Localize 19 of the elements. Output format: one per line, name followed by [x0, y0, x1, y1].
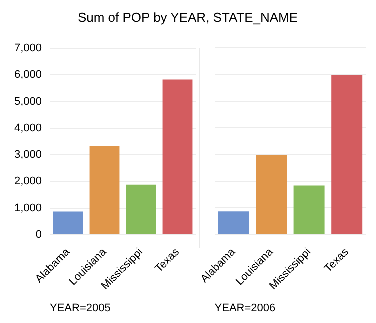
y-tick-label: 1,000: [14, 202, 42, 214]
bar: [126, 184, 156, 234]
y-tick-label: 5,000: [14, 96, 42, 108]
y-tick-label: 0: [36, 228, 42, 241]
y-tick-label: 6,000: [14, 69, 42, 82]
bar: [332, 75, 363, 234]
bar: [162, 80, 193, 234]
y-tick-label: 4,000: [14, 122, 42, 134]
bar: [294, 186, 325, 234]
bar: [53, 212, 84, 234]
bar: [218, 212, 250, 234]
y-tick-label: 7,000: [14, 42, 42, 55]
x-axis-title: YEAR=2006: [214, 302, 276, 314]
bar: [90, 146, 120, 234]
x-axis-title: YEAR=2005: [50, 302, 111, 314]
y-tick-label: 3,000: [14, 149, 42, 162]
y-tick-label: 2,000: [14, 176, 42, 188]
bar: [256, 155, 287, 234]
chart-title: Sum of POP by YEAR, STATE_NAME: [76, 10, 300, 25]
